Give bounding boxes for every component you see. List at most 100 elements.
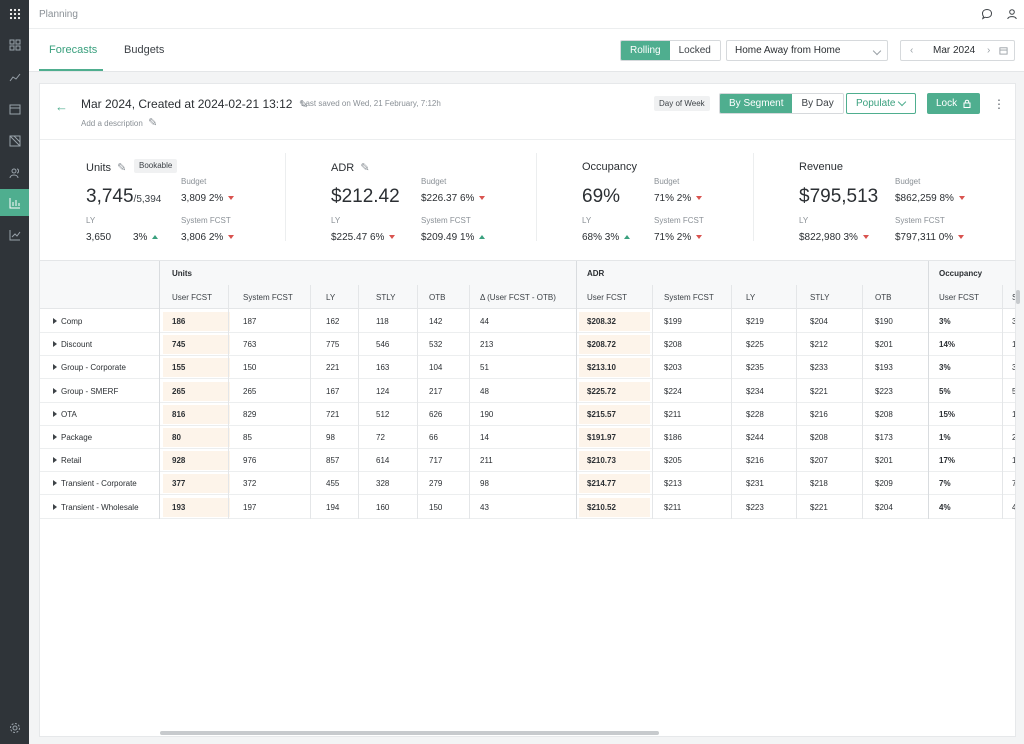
chevron-left-icon[interactable]: ‹ [910, 45, 914, 56]
by-segment-button[interactable]: By Segment [720, 94, 793, 113]
col-header[interactable]: LY [326, 293, 336, 302]
chevron-right-icon[interactable]: › [987, 45, 991, 56]
adr-user-fcst-input[interactable] [579, 497, 650, 517]
expand-caret-icon[interactable] [53, 387, 57, 394]
adr-user-fcst-input[interactable] [579, 335, 650, 355]
expand-caret-icon[interactable] [53, 503, 57, 510]
user-fcst-input[interactable] [163, 474, 230, 494]
back-arrow-icon[interactable]: ← [55, 99, 68, 114]
adr-cell[interactable]: $215.57 [587, 409, 616, 419]
tab-forecasts[interactable]: Forecasts [49, 44, 98, 56]
add-description-text[interactable]: Add a description [81, 119, 143, 128]
col-header[interactable]: STLY [376, 293, 396, 302]
units-cell[interactable]: 80 [172, 433, 181, 442]
adr-cell[interactable]: $210.52 [587, 502, 616, 512]
gear-icon[interactable] [0, 715, 29, 741]
col-header[interactable]: OTB [875, 293, 892, 302]
table-row[interactable]: Transient - Corporate 377 372 455 328 279 98 $2… [40, 472, 1015, 496]
calendar-icon[interactable] [0, 96, 29, 122]
trend-icon[interactable] [0, 64, 29, 90]
lock-button[interactable]: Lock [927, 93, 980, 114]
col-header[interactable]: System FCST [243, 293, 293, 302]
forecast-icon[interactable] [0, 189, 29, 216]
adr-user-fcst-input[interactable] [579, 428, 650, 447]
units-cell[interactable]: 928 [172, 456, 186, 466]
col-header[interactable]: Δ (User FCST - OTB) [480, 293, 556, 302]
adr-cell[interactable]: $214.77 [587, 479, 616, 489]
tab-budgets[interactable]: Budgets [124, 44, 165, 56]
more-options-icon[interactable]: ⋮ [993, 97, 1005, 111]
month-value[interactable]: Mar 2024 [933, 45, 976, 56]
analytics-icon[interactable] [0, 222, 29, 248]
table-row[interactable]: Comp 186 187 162 118 142 44 $208.32 $199 $219 $204… [40, 310, 1015, 333]
adr-user-fcst-input[interactable] [579, 451, 650, 471]
user-fcst-input[interactable] [163, 312, 230, 331]
expand-caret-icon[interactable] [53, 457, 57, 464]
occupancy-cell[interactable]: 17% [939, 456, 956, 466]
occupancy-cell[interactable]: 15% [939, 409, 956, 419]
units-cell[interactable]: 155 [172, 363, 186, 373]
occupancy-cell[interactable]: 3% [939, 363, 951, 373]
add-description[interactable]: Add a description ✎ [81, 116, 157, 129]
adr-cell[interactable]: $208.72 [587, 340, 616, 350]
col-header[interactable]: OTB [429, 293, 446, 302]
adr-cell[interactable]: $213.10 [587, 363, 616, 373]
populate-button[interactable]: Populate [846, 93, 916, 114]
units-cell[interactable]: 377 [172, 479, 186, 489]
user-fcst-input[interactable] [163, 404, 230, 424]
edit-units-icon[interactable]: ✎ [114, 162, 127, 174]
calendar-icon[interactable] [999, 46, 1008, 55]
col-header[interactable]: User FCST [587, 293, 627, 302]
table-row[interactable]: Retail 928 976 857 614 717 211 $210.73 $205 $216 $… [40, 449, 1015, 473]
table-row[interactable]: Group - SMERF 265 265 167 124 217 48 $225.72 $22… [40, 380, 1015, 403]
locked-button[interactable]: Locked [669, 41, 720, 60]
units-cell[interactable]: 186 [172, 317, 186, 326]
rolling-button[interactable]: Rolling [621, 41, 670, 60]
adr-cell[interactable]: $210.73 [587, 456, 616, 466]
pricing-icon[interactable] [0, 128, 29, 154]
table-row[interactable]: Discount 745 763 775 546 532 213 $208.72 $208 $22… [40, 333, 1015, 357]
user-fcst-input[interactable] [163, 451, 230, 471]
occupancy-cell[interactable]: 3% [939, 317, 951, 326]
logo-icon[interactable] [0, 1, 29, 27]
col-header[interactable]: System FCST [664, 293, 714, 302]
occupancy-cell[interactable]: 7% [939, 479, 951, 489]
user-fcst-input[interactable] [163, 381, 230, 401]
table-row[interactable]: Package 80 85 98 72 66 14 $191.97 $186 $244 $208 $1… [40, 426, 1015, 449]
adr-cell[interactable]: $225.72 [587, 386, 616, 396]
chat-icon[interactable] [981, 8, 993, 20]
table-row[interactable]: Transient - Wholesale 193 197 194 160 150 43 $2… [40, 496, 1015, 519]
units-cell[interactable]: 745 [172, 340, 186, 350]
col-header[interactable]: User FCST [172, 293, 212, 302]
adr-user-fcst-input[interactable] [579, 404, 650, 424]
user-fcst-input[interactable] [163, 335, 230, 355]
user-icon[interactable] [1006, 8, 1018, 20]
col-header[interactable]: User FCST [939, 293, 979, 302]
occupancy-cell[interactable]: 4% [939, 502, 951, 512]
units-cell[interactable]: 265 [172, 386, 186, 396]
edit-title-icon[interactable]: ✎ [295, 99, 309, 111]
adr-cell[interactable]: $191.97 [587, 433, 616, 442]
adr-user-fcst-input[interactable] [579, 312, 650, 331]
user-fcst-input[interactable] [163, 497, 230, 517]
adr-user-fcst-input[interactable] [579, 358, 650, 378]
table-row[interactable]: OTA 816 829 721 512 626 190 $215.57 $211 $228 $216… [40, 403, 1015, 426]
expand-caret-icon[interactable] [53, 480, 57, 487]
occupancy-cell[interactable]: 1% [939, 433, 951, 442]
expand-caret-icon[interactable] [53, 410, 57, 417]
occupancy-cell[interactable]: 14% [939, 340, 956, 350]
expand-caret-icon[interactable] [53, 341, 57, 348]
expand-caret-icon[interactable] [53, 434, 57, 440]
adr-cell[interactable]: $208.32 [587, 317, 616, 326]
units-cell[interactable]: 193 [172, 502, 186, 512]
property-select[interactable]: Home Away from Home [726, 40, 888, 61]
day-of-week-button[interactable]: Day of Week [654, 96, 710, 111]
edit-adr-icon[interactable]: ✎ [357, 162, 370, 174]
expand-caret-icon[interactable] [53, 364, 57, 371]
bookable-badge[interactable]: Bookable [134, 159, 178, 173]
by-day-button[interactable]: By Day [792, 94, 843, 113]
groups-icon[interactable] [0, 160, 29, 186]
user-fcst-input[interactable] [163, 358, 230, 378]
units-cell[interactable]: 816 [172, 409, 186, 419]
dashboard-icon[interactable] [0, 32, 29, 58]
